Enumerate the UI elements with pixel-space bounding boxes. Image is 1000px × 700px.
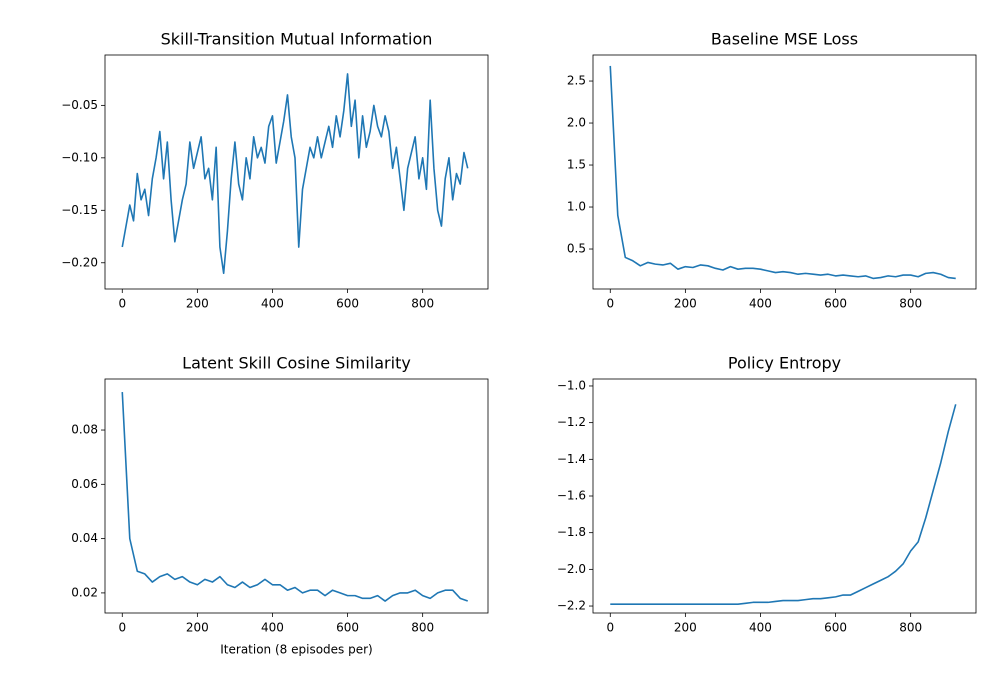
x-tick-label: 0 xyxy=(118,297,126,311)
y-tick-label: 0.02 xyxy=(71,585,98,599)
y-tick-label: −2.0 xyxy=(557,562,586,576)
x-tick-label: 400 xyxy=(261,297,284,311)
x-tick-label: 600 xyxy=(824,621,847,635)
subplot-title: Baseline MSE Loss xyxy=(711,30,858,49)
x-tick-label: 800 xyxy=(899,297,922,311)
y-tick-label: 0.06 xyxy=(71,477,98,491)
x-tick-label: 600 xyxy=(336,621,359,635)
y-tick-label: 0.04 xyxy=(71,531,98,545)
x-tick-label: 0 xyxy=(606,297,614,311)
axes-frame xyxy=(592,54,977,290)
y-tick-label: 2.0 xyxy=(567,116,586,130)
x-tick-label: 400 xyxy=(749,621,772,635)
x-tick-label: 600 xyxy=(824,297,847,311)
data-line xyxy=(121,73,469,275)
x-tick-label: 0 xyxy=(118,621,126,635)
x-tick-label: 800 xyxy=(899,621,922,635)
y-tick-label: −1.4 xyxy=(557,452,586,466)
x-tick-label: 200 xyxy=(186,297,209,311)
y-tick-label: 0.5 xyxy=(567,242,586,256)
x-tick-label: 200 xyxy=(674,621,697,635)
y-tick-label: 1.5 xyxy=(567,158,586,172)
y-tick-label: −2.2 xyxy=(557,599,586,613)
subplot-title: Policy Entropy xyxy=(728,354,841,373)
subplot-title: Latent Skill Cosine Similarity xyxy=(182,354,411,373)
y-tick-label: −1.2 xyxy=(557,415,586,429)
y-tick-label: −1.8 xyxy=(557,525,586,539)
y-tick-label: 2.5 xyxy=(567,74,586,88)
x-tick-label: 200 xyxy=(674,297,697,311)
data-line xyxy=(609,65,956,280)
subplot-title: Skill-Transition Mutual Information xyxy=(161,30,433,49)
y-tick-label: 0.08 xyxy=(71,423,98,437)
y-tick-label: −0.10 xyxy=(61,150,98,164)
y-tick-label: −1.0 xyxy=(557,378,586,392)
x-tick-label: 200 xyxy=(186,621,209,635)
y-tick-label: −0.15 xyxy=(61,203,98,217)
x-tick-label: 0 xyxy=(606,621,614,635)
data-line xyxy=(121,391,468,602)
x-tick-label: 800 xyxy=(411,297,434,311)
x-tick-label: 800 xyxy=(411,621,434,635)
x-axis-label: Iteration (8 episodes per) xyxy=(220,643,372,657)
data-line xyxy=(610,404,957,605)
axes-frame xyxy=(104,378,489,614)
x-tick-label: 600 xyxy=(336,297,359,311)
axes-frame xyxy=(592,378,977,614)
y-tick-label: −0.20 xyxy=(61,255,98,269)
axes-frame xyxy=(104,54,489,290)
x-tick-label: 400 xyxy=(261,621,284,635)
y-tick-label: 1.0 xyxy=(567,200,586,214)
y-tick-label: −0.05 xyxy=(61,98,98,112)
x-tick-label: 400 xyxy=(749,297,772,311)
y-tick-label: −1.6 xyxy=(557,489,586,503)
